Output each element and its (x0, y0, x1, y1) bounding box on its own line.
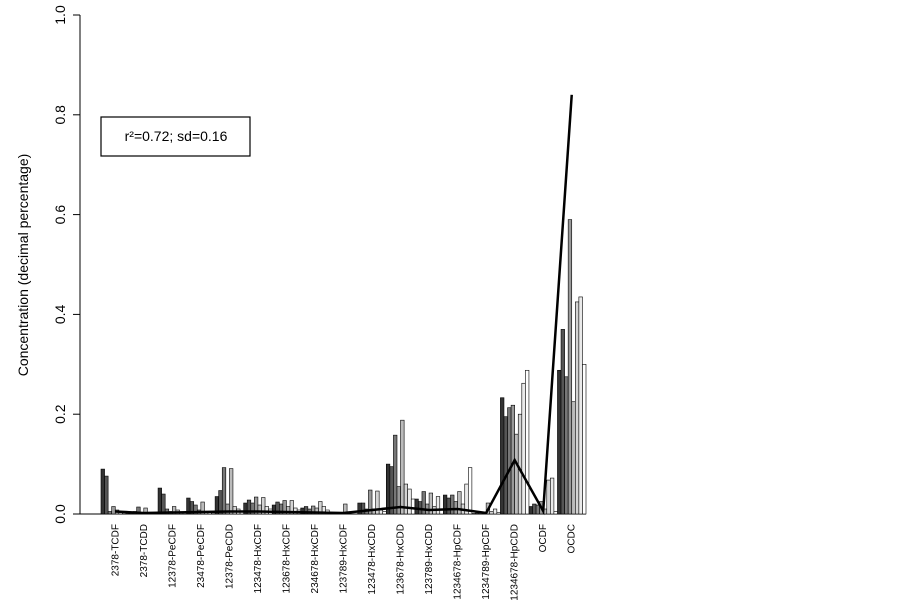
bar (496, 512, 501, 515)
bar (560, 329, 565, 515)
bar (564, 376, 569, 515)
bar (393, 434, 398, 515)
bar (553, 511, 558, 515)
bar (100, 468, 105, 515)
bar (517, 413, 523, 515)
bar (375, 490, 380, 515)
bar (525, 369, 530, 515)
bar (443, 494, 448, 515)
bar (532, 503, 537, 515)
x-tick-label: OCDF (538, 524, 549, 552)
bar (514, 433, 519, 515)
bar (193, 504, 198, 515)
bar (500, 397, 505, 515)
bar (229, 468, 234, 515)
bar (136, 506, 141, 515)
bar (489, 511, 494, 515)
x-tick-label: 123678-HxCDF (281, 524, 292, 593)
x-tick-label: OCDC (567, 524, 578, 553)
bar (503, 416, 508, 515)
y-tick-label: 1.0 (52, 5, 68, 25)
line (115, 94, 573, 516)
bar (535, 504, 540, 515)
bar (528, 506, 533, 515)
annotation-box (100, 116, 251, 157)
x-tick-label: 1234789-HpCDF (481, 524, 492, 600)
x-tick-label: 123678-HxCDD (396, 524, 407, 595)
bar (450, 494, 455, 515)
bar (361, 502, 366, 515)
x-tick-label: 123478-HxCDF (253, 524, 264, 593)
x-tick-label: 12378-PeCDF (167, 524, 178, 588)
bar (550, 477, 555, 515)
x-tick-label: 1234678-HpCDD (510, 524, 521, 601)
x-tick-label: 2378-TCDF (110, 524, 121, 576)
x-tick-label: 234678-HxCDF (310, 524, 321, 593)
bar (453, 501, 458, 515)
bar (571, 401, 576, 515)
bar (221, 467, 227, 515)
bar (575, 301, 580, 515)
x-tick-label: 2378-TCDD (139, 524, 150, 577)
bar (546, 479, 551, 515)
bar (435, 496, 441, 515)
bar (200, 501, 205, 515)
x-tick-label: 12378-PeCDD (224, 524, 235, 589)
bar (407, 488, 412, 515)
bar (385, 463, 391, 515)
bar (582, 363, 587, 515)
bar (492, 508, 498, 515)
bar (468, 467, 473, 515)
bar (289, 500, 294, 515)
x-tick-label: 123478-HxCDD (367, 524, 378, 595)
bar (396, 486, 401, 515)
bar (457, 491, 462, 515)
bar (161, 493, 166, 515)
bar (557, 369, 562, 515)
bar (421, 491, 426, 515)
bar (521, 382, 526, 515)
bar (104, 475, 109, 515)
bar (378, 509, 384, 515)
bar (261, 497, 266, 515)
annotation: r²=0.72; sd=0.16 (125, 128, 228, 144)
bar (111, 506, 116, 515)
y-tick-label: 0.4 (52, 304, 68, 324)
bar (211, 512, 216, 515)
bar (382, 511, 387, 515)
y-tick-label: 0.6 (52, 205, 68, 225)
bar (157, 487, 162, 515)
y-tick-label: 0.2 (52, 404, 68, 424)
y-tick-label: 0.8 (52, 105, 68, 125)
bar (507, 407, 512, 515)
x-tick-label: 123789-HxCDD (424, 524, 435, 595)
bar (428, 492, 433, 515)
x-tick-label: 123789-HxCDF (339, 524, 350, 593)
bar (446, 497, 451, 515)
y-axis-label: Concentration (decimal percentage) (15, 154, 31, 377)
bar (578, 296, 583, 515)
x-tick-label: 1234678-HpCDF (453, 524, 464, 600)
x-tick-label: 23478-PeCDF (196, 524, 207, 588)
bar (107, 511, 112, 515)
bar (368, 489, 373, 515)
bar (410, 498, 416, 515)
bar (400, 419, 405, 515)
y-tick-label: 0.0 (52, 504, 68, 524)
bar (567, 219, 573, 515)
bar (414, 498, 419, 515)
bar (403, 483, 408, 515)
